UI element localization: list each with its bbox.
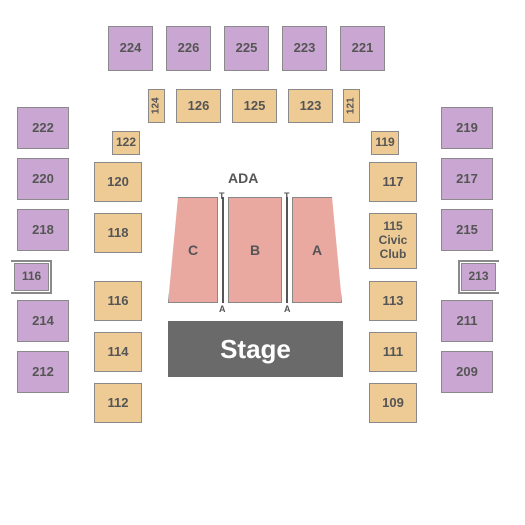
row-marker: A	[219, 304, 226, 314]
section-214[interactable]: 214	[17, 300, 69, 342]
section-125[interactable]: 125	[232, 89, 277, 123]
section-116[interactable]: 116	[94, 281, 142, 321]
section-112[interactable]: 112	[94, 383, 142, 423]
floor-section-a[interactable]: A	[292, 197, 342, 303]
section-111[interactable]: 111	[369, 332, 417, 372]
section-221[interactable]: 221	[340, 26, 385, 71]
row-marker: T	[219, 191, 225, 201]
section-220[interactable]: 220	[17, 158, 69, 200]
stage: Stage	[168, 321, 343, 377]
section-226[interactable]: 226	[166, 26, 211, 71]
section-218[interactable]: 218	[17, 209, 69, 251]
section-126[interactable]: 126	[176, 89, 221, 123]
section-115-civic-club[interactable]: 115 Civic Club	[369, 213, 417, 269]
section-113[interactable]: 113	[369, 281, 417, 321]
section-211[interactable]: 211	[441, 300, 493, 342]
section-223[interactable]: 223	[282, 26, 327, 71]
seating-chart: 224 226 225 223 221 124 126 125 123 121 222 219 122 1…	[0, 0, 525, 525]
section-217[interactable]: 217	[441, 158, 493, 200]
section-120[interactable]: 120	[94, 162, 142, 202]
section-123[interactable]: 123	[288, 89, 333, 123]
section-219[interactable]: 219	[441, 107, 493, 149]
section-121[interactable]: 121	[343, 89, 360, 123]
section-224[interactable]: 224	[108, 26, 153, 71]
section-225[interactable]: 225	[224, 26, 269, 71]
section-109[interactable]: 109	[369, 383, 417, 423]
section-119[interactable]: 119	[371, 131, 399, 155]
ada-label: ADA	[228, 170, 258, 186]
row-marker: A	[284, 304, 291, 314]
floor-section-b[interactable]: B	[228, 197, 282, 303]
section-222[interactable]: 222	[17, 107, 69, 149]
section-114[interactable]: 114	[94, 332, 142, 372]
section-212[interactable]: 212	[17, 351, 69, 393]
floor-section-c[interactable]: C	[168, 197, 218, 303]
aisle-divider	[222, 197, 224, 303]
section-118[interactable]: 118	[94, 213, 142, 253]
section-122[interactable]: 122	[112, 131, 140, 155]
section-124[interactable]: 124	[148, 89, 165, 123]
section-209[interactable]: 209	[441, 351, 493, 393]
row-marker: T	[284, 191, 290, 201]
section-215[interactable]: 215	[441, 209, 493, 251]
aisle-divider	[286, 197, 288, 303]
section-117[interactable]: 117	[369, 162, 417, 202]
